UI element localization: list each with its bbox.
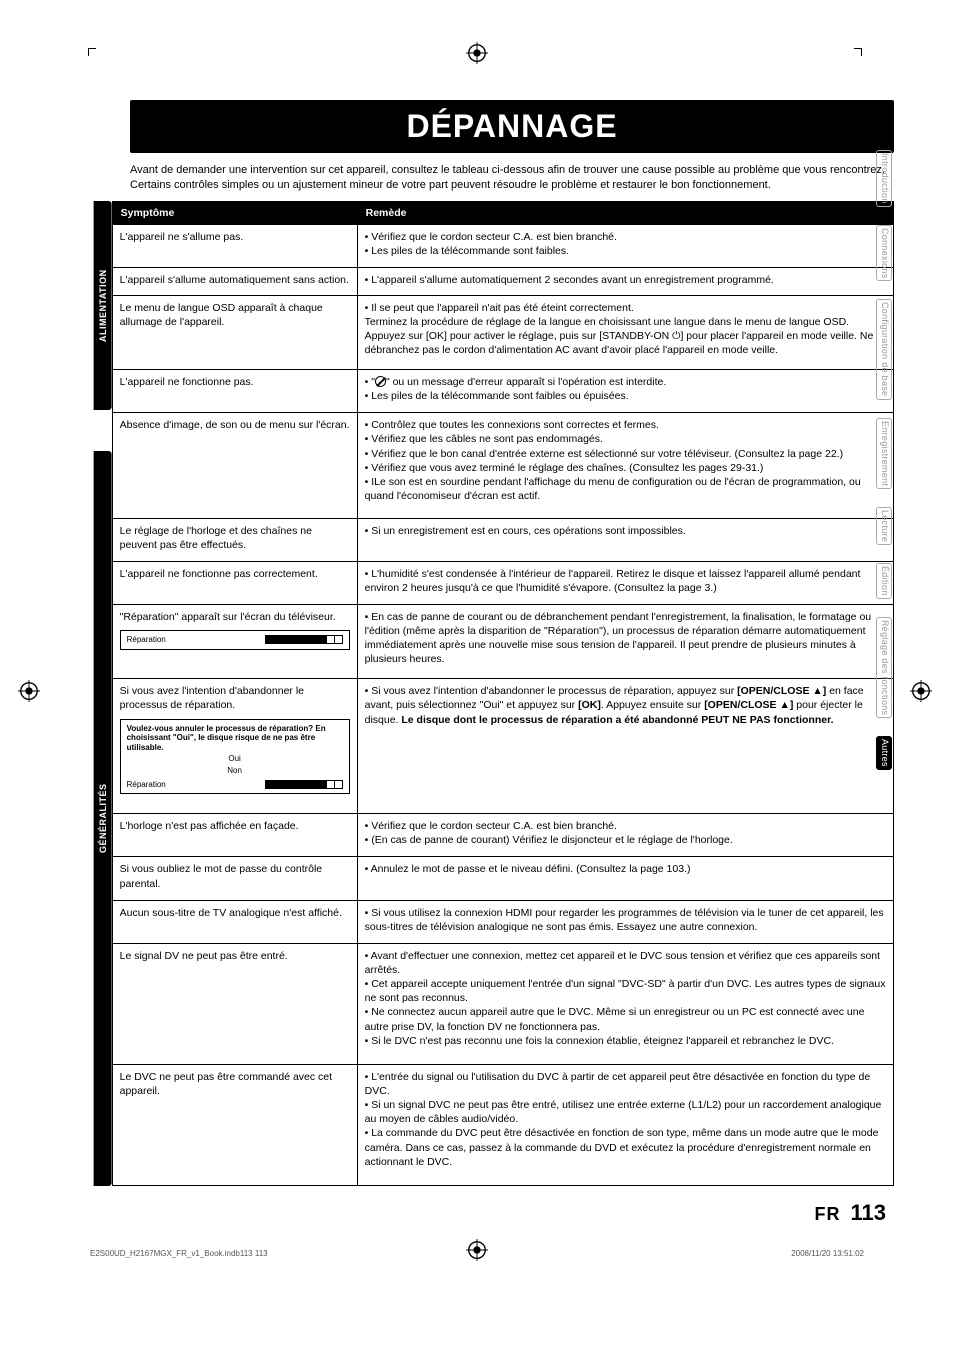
cell-symptom: L'horloge n'est pas affichée en façade. bbox=[112, 814, 357, 857]
table-row: Absence d'image, de son ou de menu sur l… bbox=[112, 413, 893, 518]
cell-remedy: • "" ou un message d'erreur apparaît si … bbox=[357, 369, 893, 412]
print-metadata: E2S00UD_H2167MGX_FR_v1_Book.indb113 113 … bbox=[90, 1249, 864, 1258]
cell-symptom: Le réglage de l'horloge et des chaînes n… bbox=[112, 518, 357, 561]
cell-remedy: • Vérifiez que le cordon secteur C.A. es… bbox=[357, 224, 893, 267]
tab-edition: Édition bbox=[876, 563, 892, 599]
table-row: Le menu de langue OSD apparaît à chaque … bbox=[112, 295, 893, 369]
section-tabs: Introduction Connexions Configuration de… bbox=[876, 150, 892, 770]
table-row: Le signal DV ne peut pas être entré. • A… bbox=[112, 943, 893, 1064]
reparation-osd-box: Réparation bbox=[120, 630, 350, 650]
table-row: L'appareil ne s'allume pas. • Vérifiez q… bbox=[112, 224, 893, 267]
page-footer: FR 113 bbox=[90, 1200, 886, 1226]
progress-bar bbox=[265, 635, 343, 644]
lang-code: FR bbox=[815, 1204, 841, 1225]
intro-paragraph: Avant de demander une intervention sur c… bbox=[130, 163, 894, 193]
cell-symptom: "Réparation" apparaît sur l'écran du tél… bbox=[112, 604, 357, 678]
page-number: 113 bbox=[851, 1200, 887, 1226]
cell-remedy: • Si un enregistrement est en cours, ces… bbox=[357, 518, 893, 561]
header-symptom: Symptôme bbox=[112, 201, 357, 224]
cell-remedy: • Si vous avez l'intention d'abandonner … bbox=[357, 679, 893, 814]
crop-mark bbox=[854, 48, 862, 56]
cell-remedy: • En cas de panne de courant ou de débra… bbox=[357, 604, 893, 678]
table-row: Aucun sous-titre de TV analogique n'est … bbox=[112, 900, 893, 943]
tab-autres: Autres bbox=[876, 736, 892, 770]
cell-remedy: • Contrôlez que toutes les connexions so… bbox=[357, 413, 893, 518]
cell-symptom: Absence d'image, de son ou de menu sur l… bbox=[112, 413, 357, 518]
tab-configuration: Configuration de base bbox=[876, 299, 892, 399]
tab-lecture: Lecture bbox=[876, 507, 892, 545]
cell-symptom: Si vous oubliez le mot de passe du contr… bbox=[112, 857, 357, 900]
registration-mark-right bbox=[910, 680, 932, 705]
cell-symptom: Le DVC ne peut pas être commandé avec ce… bbox=[112, 1064, 357, 1185]
cell-remedy: • Avant d'effectuer une connexion, mette… bbox=[357, 943, 893, 1064]
table-row: L'appareil ne fonctionne pas correctemen… bbox=[112, 561, 893, 604]
tab-enregistrement: Enregistrement bbox=[876, 418, 892, 489]
print-timestamp: 2008/11/20 13:51:02 bbox=[791, 1249, 864, 1258]
table-row: L'appareil s'allume automatiquement sans… bbox=[112, 268, 893, 296]
cancel-repair-osd-box: Voulez-vous annuler le processus de répa… bbox=[120, 719, 350, 795]
crop-mark bbox=[88, 48, 96, 56]
progress-bar bbox=[265, 780, 343, 789]
table-row: Si vous avez l'intention d'abandonner le… bbox=[112, 679, 893, 814]
tab-reglage: Réglage des fonctions bbox=[876, 617, 892, 718]
group-label-alimentation: ALIMENTATION bbox=[94, 201, 112, 410]
cell-remedy: • L'entrée du signal ou l'utilisation du… bbox=[357, 1064, 893, 1185]
cell-symptom: L'appareil ne fonctionne pas correctemen… bbox=[112, 561, 357, 604]
cell-remedy: • Vérifiez que le cordon secteur C.A. es… bbox=[357, 814, 893, 857]
header-remedy: Remède bbox=[357, 201, 893, 224]
cell-symptom: Si vous avez l'intention d'abandonner le… bbox=[112, 679, 357, 814]
table-row: Le réglage de l'horloge et des chaînes n… bbox=[112, 518, 893, 561]
cell-symptom: Aucun sous-titre de TV analogique n'est … bbox=[112, 900, 357, 943]
cell-remedy: • Si vous utilisez la connexion HDMI pou… bbox=[357, 900, 893, 943]
table-row: L'appareil ne fonctionne pas. • "" ou un… bbox=[112, 369, 893, 412]
cell-symptom: L'appareil ne fonctionne pas. bbox=[112, 369, 357, 412]
page-title: DÉPANNAGE bbox=[130, 100, 894, 153]
file-path: E2S00UD_H2167MGX_FR_v1_Book.indb113 113 bbox=[90, 1249, 268, 1258]
cell-symptom: L'appareil s'allume automatiquement sans… bbox=[112, 268, 357, 296]
tab-introduction: Introduction bbox=[876, 150, 892, 207]
group-label-generalites: GÉNÉRALITÉS bbox=[94, 451, 112, 1186]
tab-connexions: Connexions bbox=[876, 225, 892, 282]
cell-remedy: • L'humidité s'est condensée à l'intérie… bbox=[357, 561, 893, 604]
registration-mark-left bbox=[18, 680, 40, 705]
troubleshooting-table: Symptôme Remède L'appareil ne s'allume p… bbox=[112, 201, 894, 1186]
cell-symptom: Le menu de langue OSD apparaît à chaque … bbox=[112, 295, 357, 369]
cell-remedy: • Annulez le mot de passe et le niveau d… bbox=[357, 857, 893, 900]
table-row: Si vous oubliez le mot de passe du contr… bbox=[112, 857, 893, 900]
cell-remedy: • L'appareil s'allume automatiquement 2 … bbox=[357, 268, 893, 296]
table-row: Le DVC ne peut pas être commandé avec ce… bbox=[112, 1064, 893, 1185]
cell-symptom: L'appareil ne s'allume pas. bbox=[112, 224, 357, 267]
cell-remedy: • Il se peut que l'appareil n'ait pas ét… bbox=[357, 295, 893, 369]
table-row: L'horloge n'est pas affichée en façade. … bbox=[112, 814, 893, 857]
table-row: "Réparation" apparaît sur l'écran du tél… bbox=[112, 604, 893, 678]
row-group-labels: ALIMENTATION GÉNÉRALITÉS bbox=[94, 201, 112, 1186]
cell-symptom: Le signal DV ne peut pas être entré. bbox=[112, 943, 357, 1064]
prohibit-icon bbox=[375, 376, 386, 387]
registration-mark-top bbox=[466, 42, 488, 67]
